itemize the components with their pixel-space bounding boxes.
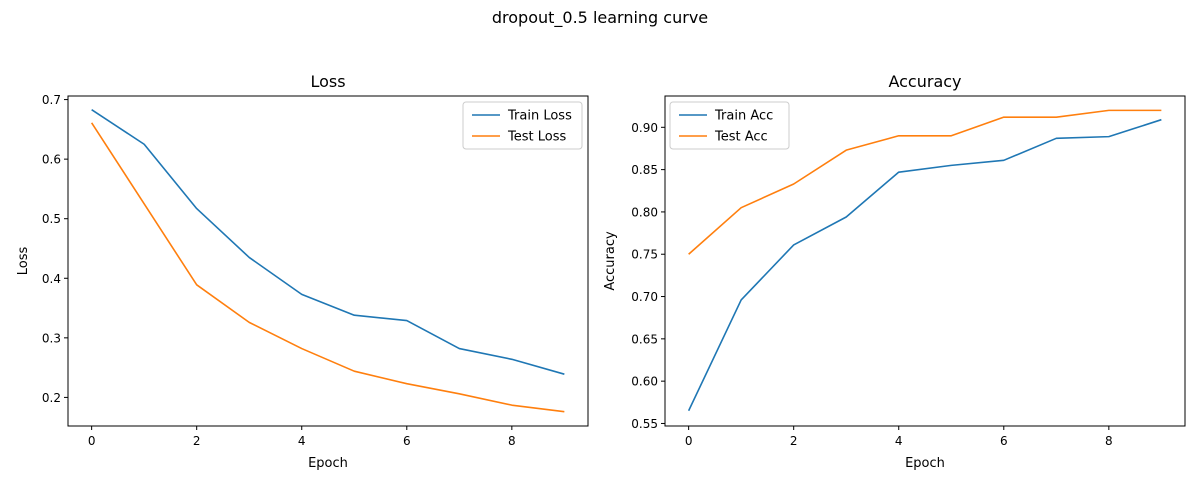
accuracy-y-tick-label: 0.80 — [631, 205, 658, 219]
accuracy-axes-frame — [664, 95, 1186, 427]
loss-y-tick-label: 0.7 — [42, 93, 61, 107]
accuracy-y-axis-label: Accuracy — [603, 231, 618, 291]
loss-x-axis-label: Epoch — [308, 456, 348, 471]
loss-legend-label-1: Test Loss — [507, 130, 566, 145]
loss-y-tick-label: 0.4 — [42, 272, 61, 286]
accuracy-x-tick-label: 0 — [685, 434, 693, 448]
accuracy-series-line-0 — [687, 118, 1162, 412]
loss-x-tick-label: 2 — [193, 434, 201, 448]
loss-legend-label-0: Train Loss — [507, 109, 572, 124]
loss-series-line-0 — [91, 109, 565, 375]
accuracy-y-tick-label: 0.65 — [631, 332, 658, 346]
loss-title: Loss — [310, 72, 345, 91]
accuracy-y-tick-label: 0.90 — [631, 121, 658, 135]
figure-suptitle: dropout_0.5 learning curve — [492, 8, 708, 28]
loss-x-tick-label: 0 — [88, 434, 96, 448]
accuracy-x-axis-label: Epoch — [905, 456, 945, 471]
loss-axes-frame — [67, 95, 589, 427]
loss-x-tick-label: 8 — [508, 434, 516, 448]
accuracy-title: Accuracy — [888, 72, 961, 91]
accuracy-x-tick-label: 2 — [790, 434, 798, 448]
accuracy-y-tick-label: 0.75 — [631, 248, 658, 262]
accuracy-legend-label-0: Train Acc — [714, 109, 773, 124]
loss-legend-box — [462, 101, 583, 150]
loss-y-tick-label: 0.2 — [42, 391, 61, 405]
accuracy-legend-box — [669, 101, 790, 150]
loss-x-tick-label: 4 — [298, 434, 306, 448]
accuracy-y-tick-label: 0.55 — [631, 417, 658, 431]
loss-y-tick-label: 0.3 — [42, 331, 61, 345]
loss-y-tick-label: 0.6 — [42, 153, 61, 167]
loss-y-tick-label: 0.5 — [42, 212, 61, 226]
accuracy-x-tick-label: 6 — [1000, 434, 1008, 448]
loss-x-tick-label: 6 — [403, 434, 411, 448]
accuracy-legend-label-1: Test Acc — [714, 130, 768, 145]
accuracy-y-tick-label: 0.60 — [631, 375, 658, 389]
loss-series-line-1 — [90, 122, 565, 413]
accuracy-x-tick-label: 8 — [1105, 434, 1113, 448]
accuracy-y-tick-label: 0.70 — [631, 290, 658, 304]
accuracy-x-tick-label: 4 — [895, 434, 903, 448]
accuracy-series-line-1 — [688, 109, 1162, 255]
loss-y-axis-label: Loss — [16, 247, 31, 276]
accuracy-y-tick-label: 0.85 — [631, 163, 658, 177]
